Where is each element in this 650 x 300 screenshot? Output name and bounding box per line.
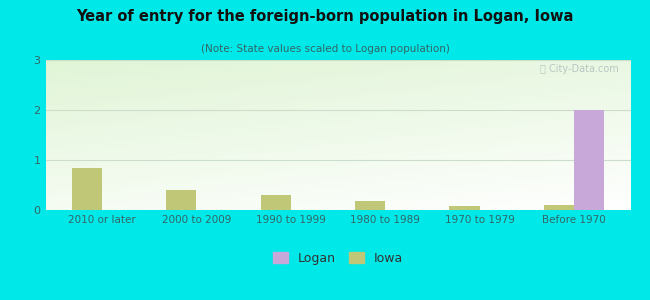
Text: Ⓢ City-Data.com: Ⓢ City-Data.com — [540, 64, 619, 74]
Legend: Logan, Iowa: Logan, Iowa — [267, 246, 409, 271]
Bar — [543, 205, 574, 210]
Bar — [166, 190, 196, 210]
Text: (Note: State values scaled to Logan population): (Note: State values scaled to Logan popu… — [201, 44, 449, 53]
Bar — [449, 206, 480, 210]
Bar — [72, 167, 102, 210]
Bar — [261, 195, 291, 210]
Bar — [355, 201, 385, 210]
Text: Year of entry for the foreign-born population in Logan, Iowa: Year of entry for the foreign-born popul… — [76, 9, 574, 24]
Bar — [574, 110, 604, 210]
